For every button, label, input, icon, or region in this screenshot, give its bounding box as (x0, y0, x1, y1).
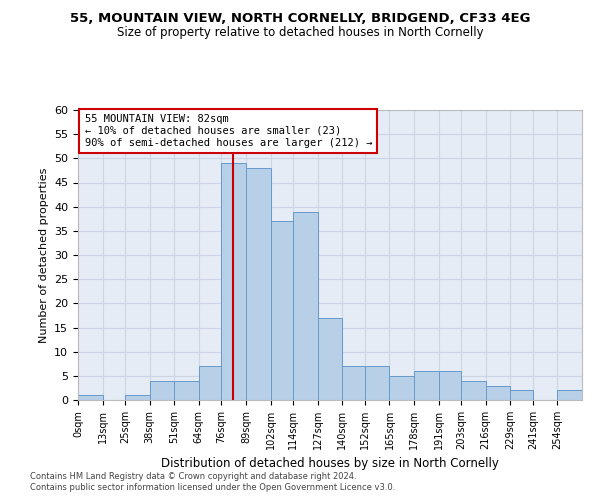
Bar (461, 380, 486, 400)
Bar (174, 380, 199, 400)
Bar (557, 390, 582, 400)
Bar (342, 366, 365, 400)
Bar (414, 371, 439, 400)
Text: 55, MOUNTAIN VIEW, NORTH CORNELLY, BRIDGEND, CF33 4EG: 55, MOUNTAIN VIEW, NORTH CORNELLY, BRIDG… (70, 12, 530, 26)
Bar (293, 212, 318, 400)
Bar (486, 386, 510, 400)
Bar (125, 395, 150, 400)
Bar (150, 380, 174, 400)
Bar (365, 366, 389, 400)
Bar (246, 168, 271, 400)
Text: Size of property relative to detached houses in North Cornelly: Size of property relative to detached ho… (116, 26, 484, 39)
X-axis label: Distribution of detached houses by size in North Cornelly: Distribution of detached houses by size … (161, 458, 499, 470)
Bar (271, 221, 293, 400)
Bar (510, 390, 533, 400)
Bar (199, 366, 221, 400)
Text: Contains public sector information licensed under the Open Government Licence v3: Contains public sector information licen… (30, 484, 395, 492)
Bar (78, 395, 103, 400)
Y-axis label: Number of detached properties: Number of detached properties (38, 168, 49, 342)
Bar (439, 371, 461, 400)
Bar (318, 318, 342, 400)
Text: Contains HM Land Registry data © Crown copyright and database right 2024.: Contains HM Land Registry data © Crown c… (30, 472, 356, 481)
Text: 55 MOUNTAIN VIEW: 82sqm
← 10% of detached houses are smaller (23)
90% of semi-de: 55 MOUNTAIN VIEW: 82sqm ← 10% of detache… (85, 114, 372, 148)
Bar (389, 376, 414, 400)
Bar (221, 163, 246, 400)
